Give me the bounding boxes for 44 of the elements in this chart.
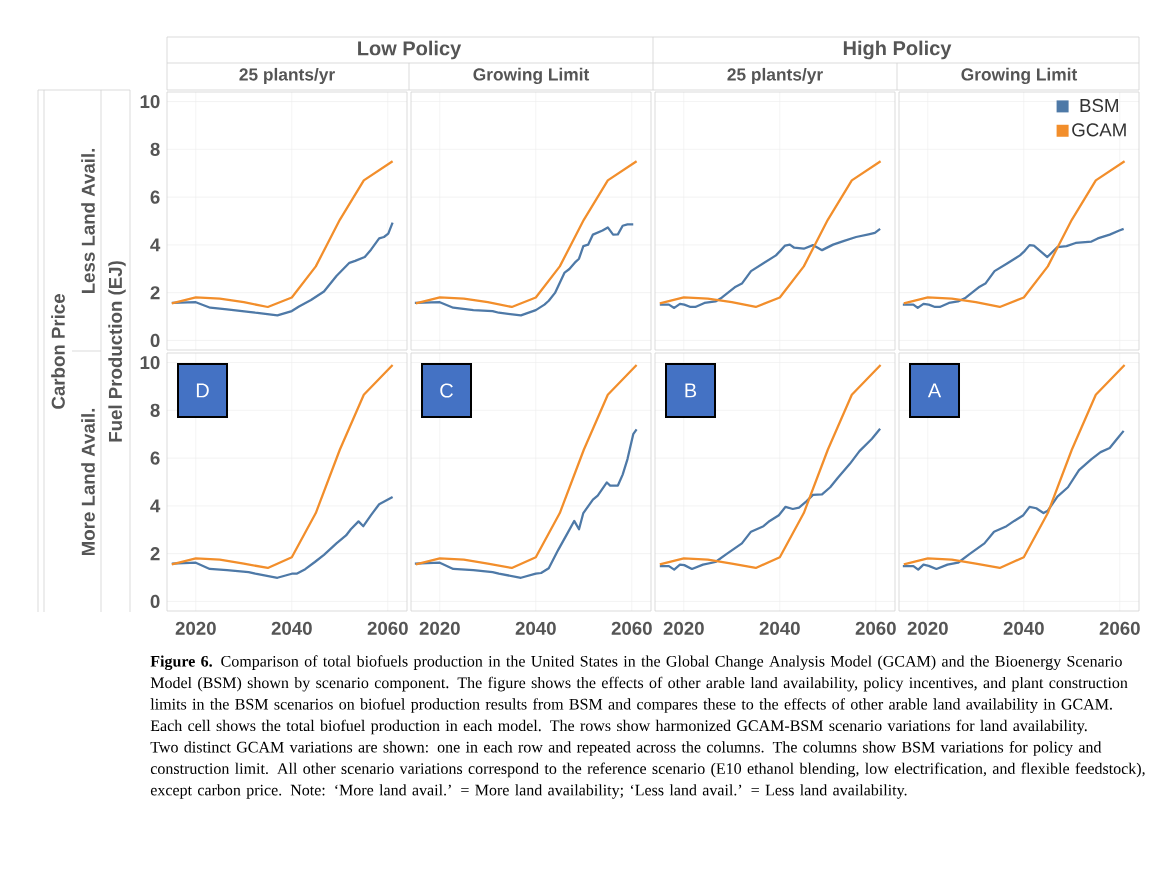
text: Less Land Avail.	[81, 148, 95, 294]
x-tick-label: 2060	[611, 621, 652, 635]
x-tick-label: 2060	[367, 621, 408, 635]
x-tick-label: 2040	[759, 621, 800, 635]
x-tick-label: 2060	[1099, 621, 1140, 635]
x-tick-label: 2020	[907, 621, 948, 635]
y-tick-label: 10	[140, 94, 160, 109]
y-tick-label: 2	[150, 547, 160, 561]
y-tick-label: 6	[150, 451, 160, 465]
annotation: C	[440, 383, 453, 398]
text: Figure 6. Comparison of total biofuels production in the United States in the Global Change Analysis Model (GCAM) and the Bioenergy Scenario Model (BSM) shown by scenario component. The figure shows the effects of other arable land availability, policy incentives, and plant construction limits in the BSM scenarios on biofuel production results from BSM and compares these to the effects of other arable land availability in GCAM. Each cell shows the total biofuel production in each model. The rows show harmonized GCAM-BSM scenario variations for land availability. Two distinct GCAM variations are shown: one in each row and repeated across the columns. The columns show BSM variations for policy and construction limit. All other scenario variations correspond to the reference scenario (E10 ethanol blending, low electrification, and flexible feedstock), except carbon price. Note: ‘More land avail.’ = More land availability; ‘Less land avail.’ = Less land availability.	[150, 655, 1145, 799]
x-tick-label: 2020	[419, 621, 460, 635]
x-tick-label: 2020	[175, 621, 216, 635]
y-tick-label: 4	[150, 499, 161, 513]
chart-title: 25 plants/yr	[727, 67, 823, 85]
x-tick-label: 2020	[663, 621, 704, 635]
x-tick-label: 2040	[515, 621, 556, 635]
text: Low Policy	[358, 40, 462, 60]
x-tick-label: 2040	[271, 621, 312, 635]
annotation: A	[927, 383, 942, 398]
annotation: D	[196, 383, 209, 398]
line-series	[170, 363, 394, 570]
y-tick-label: 8	[150, 403, 160, 417]
text: High Policy	[843, 40, 952, 60]
chart-title: Growing Limit	[961, 67, 1078, 85]
chart-title: Growing Limit	[473, 67, 590, 85]
y-tick-label: 10	[140, 355, 160, 370]
legend-label: BSM	[1080, 98, 1118, 113]
x-tick-label: 2040	[1003, 621, 1044, 635]
line-series	[170, 495, 394, 579]
y-tick-label: 6	[150, 190, 160, 204]
y-tick-label: 2	[150, 286, 160, 300]
legend-label: GCAM	[1072, 123, 1126, 137]
y-tick-label: 8	[150, 142, 160, 156]
x-tick-label: 2060	[855, 621, 896, 635]
y-axis-title: Fuel Production (EJ)	[108, 261, 126, 442]
y-tick-label: 4	[150, 238, 161, 252]
line-series	[170, 160, 394, 309]
text: More Land Avail.	[81, 408, 95, 556]
annotation: B	[685, 383, 697, 398]
y-tick-label: 0	[150, 594, 160, 609]
text: Carbon Price	[51, 294, 65, 409]
y-tick-label: 0	[150, 333, 160, 348]
chart-title: 25 plants/yr	[239, 67, 335, 85]
